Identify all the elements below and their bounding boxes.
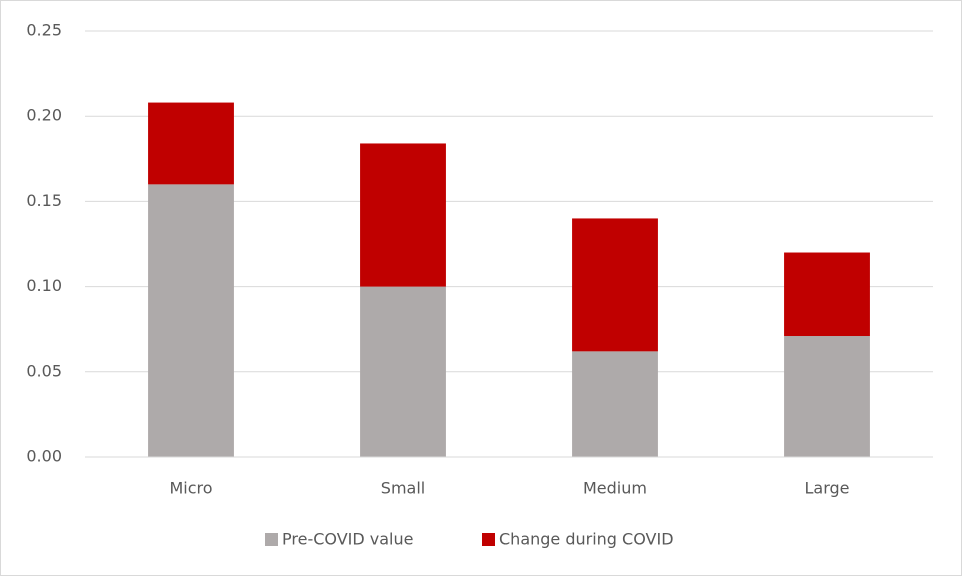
y-tick-label: 0.25 [26, 21, 62, 40]
bar-segment [360, 286, 446, 457]
x-tick-label: Small [381, 479, 425, 498]
x-tick-label: Micro [169, 479, 212, 498]
y-tick-label: 0.15 [26, 191, 62, 210]
legend-swatch [482, 533, 495, 546]
bar-segment [360, 143, 446, 287]
bar-segment [572, 218, 658, 352]
y-tick-label: 0.10 [26, 276, 62, 295]
legend-label: Pre-COVID value [282, 530, 413, 549]
legend-swatch [265, 533, 278, 546]
bar-segment [784, 336, 870, 457]
legend-label: Change during COVID [499, 530, 674, 549]
bar-segment [572, 351, 658, 457]
y-tick-label: 0.20 [26, 106, 62, 125]
bar-segment [784, 252, 870, 337]
bar-segment [148, 184, 234, 458]
bar-segment [148, 102, 234, 185]
x-tick-label: Medium [583, 479, 647, 498]
y-tick-label: 0.05 [26, 361, 62, 380]
x-tick-label: Large [804, 479, 849, 498]
y-tick-label: 0.00 [26, 447, 62, 466]
